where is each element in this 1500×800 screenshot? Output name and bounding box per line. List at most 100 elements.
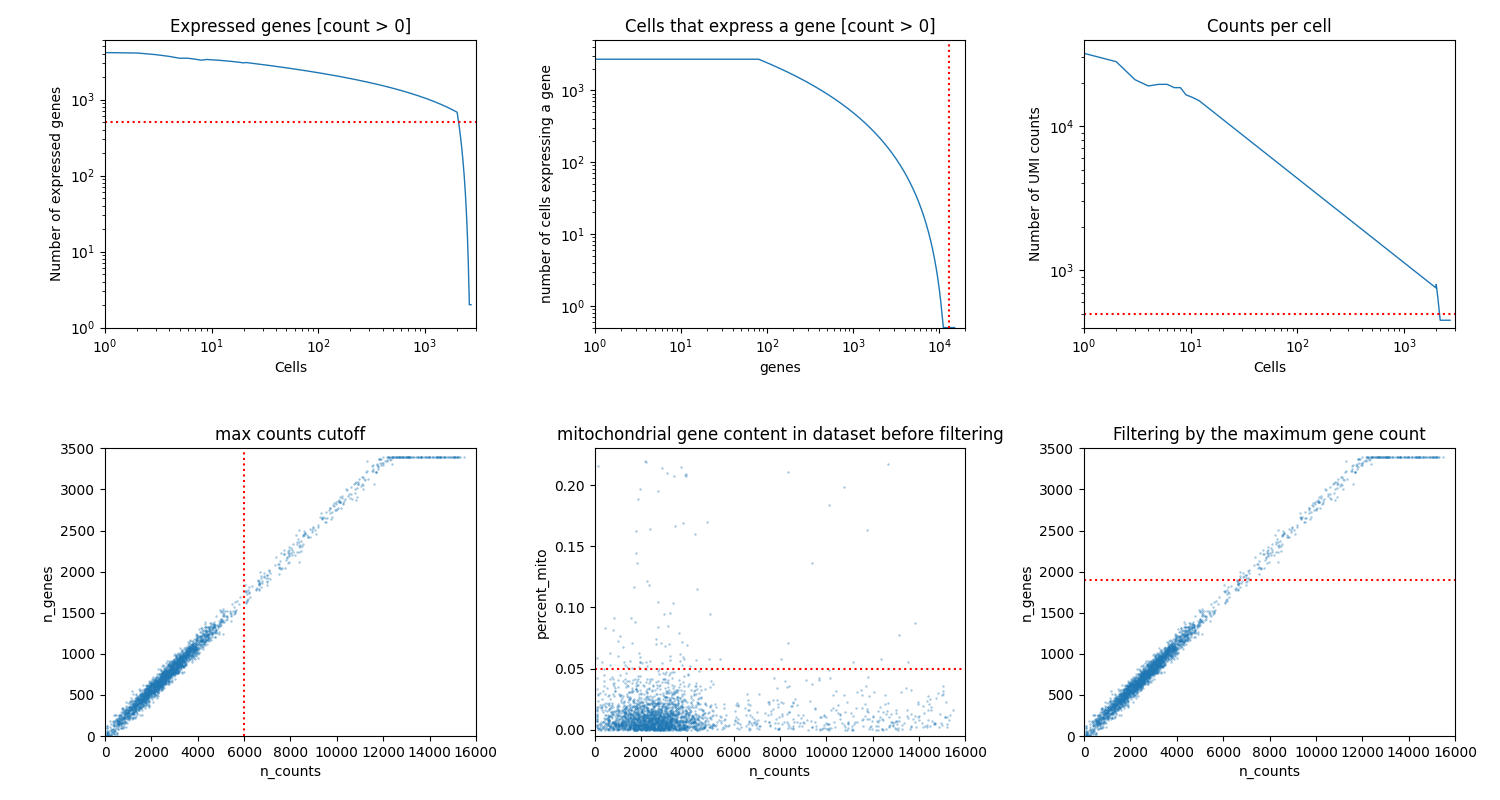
Point <box>1114 683 1138 696</box>
Point <box>158 654 182 667</box>
Point <box>930 718 954 731</box>
Point <box>644 714 668 727</box>
Point <box>110 717 134 730</box>
Point <box>657 722 681 735</box>
Point <box>1126 681 1150 694</box>
Point <box>620 708 644 721</box>
Point <box>153 673 177 686</box>
Point <box>1136 665 1160 678</box>
Point <box>669 722 693 734</box>
Point <box>152 678 176 690</box>
Point <box>620 662 644 674</box>
Point <box>1107 696 1131 709</box>
Point <box>1173 633 1197 646</box>
Point <box>292 527 316 540</box>
Point <box>1226 574 1250 587</box>
Point <box>626 723 650 736</box>
Point <box>1106 694 1130 707</box>
Point <box>118 704 142 717</box>
Point <box>594 709 618 722</box>
Point <box>195 620 219 633</box>
Point <box>650 703 674 716</box>
Point <box>123 701 147 714</box>
Point <box>646 700 670 713</box>
Point <box>1152 656 1176 669</box>
Point <box>1083 726 1107 739</box>
Point <box>1148 650 1172 662</box>
Point <box>664 717 688 730</box>
Point <box>1167 636 1191 649</box>
Point <box>626 723 650 736</box>
Point <box>118 701 142 714</box>
Point <box>682 717 706 730</box>
Point <box>111 706 135 719</box>
Point <box>1112 700 1136 713</box>
Point <box>120 685 144 698</box>
Point <box>1146 658 1170 670</box>
Point <box>1179 623 1203 636</box>
Point <box>596 705 619 718</box>
Point <box>1113 688 1137 701</box>
Point <box>1118 675 1142 688</box>
Point <box>142 678 166 691</box>
Point <box>1108 695 1132 708</box>
Point <box>180 638 204 651</box>
Point <box>132 694 156 706</box>
Point <box>618 714 642 726</box>
Point <box>158 666 182 678</box>
Point <box>734 709 758 722</box>
Point <box>168 654 192 666</box>
Point <box>1106 702 1130 715</box>
Point <box>868 700 892 713</box>
Point <box>1186 626 1210 638</box>
Point <box>1100 707 1124 720</box>
Point <box>171 652 195 665</box>
Point <box>150 670 174 682</box>
Point <box>1116 690 1140 702</box>
Point <box>1110 694 1134 707</box>
Point <box>1142 663 1166 676</box>
Point <box>1136 654 1160 667</box>
Point <box>172 660 196 673</box>
Point <box>1089 710 1113 723</box>
Point <box>1092 707 1116 720</box>
Point <box>628 714 652 726</box>
Point <box>1118 684 1142 697</box>
Point <box>102 728 126 741</box>
Point <box>663 712 687 725</box>
Point <box>160 661 184 674</box>
Point <box>1077 730 1101 742</box>
Point <box>159 658 183 671</box>
Point <box>658 703 682 716</box>
Point <box>172 642 196 654</box>
Point <box>1116 682 1140 695</box>
Point <box>152 665 176 678</box>
Point <box>138 687 162 700</box>
Point <box>651 710 675 723</box>
Point <box>159 666 183 678</box>
Point <box>1142 666 1166 679</box>
Point <box>1191 615 1215 628</box>
Point <box>1389 450 1413 463</box>
Point <box>138 675 162 688</box>
Point <box>140 682 164 695</box>
Point <box>146 680 170 693</box>
Point <box>626 695 650 708</box>
Point <box>148 674 172 686</box>
Point <box>648 722 672 734</box>
Point <box>654 705 678 718</box>
Point <box>700 720 724 733</box>
Point <box>1113 697 1137 710</box>
Point <box>116 712 140 725</box>
Point <box>1124 678 1148 691</box>
Point <box>640 717 664 730</box>
Point <box>1148 658 1172 670</box>
Point <box>120 703 144 716</box>
Point <box>154 669 178 682</box>
Point <box>656 722 680 735</box>
Point <box>1144 661 1168 674</box>
Point <box>1118 687 1142 700</box>
Point <box>291 529 315 542</box>
Point <box>100 716 124 729</box>
Point <box>1143 654 1167 666</box>
